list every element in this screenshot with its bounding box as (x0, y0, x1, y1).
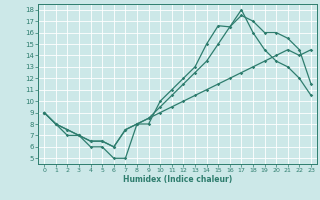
X-axis label: Humidex (Indice chaleur): Humidex (Indice chaleur) (123, 175, 232, 184)
